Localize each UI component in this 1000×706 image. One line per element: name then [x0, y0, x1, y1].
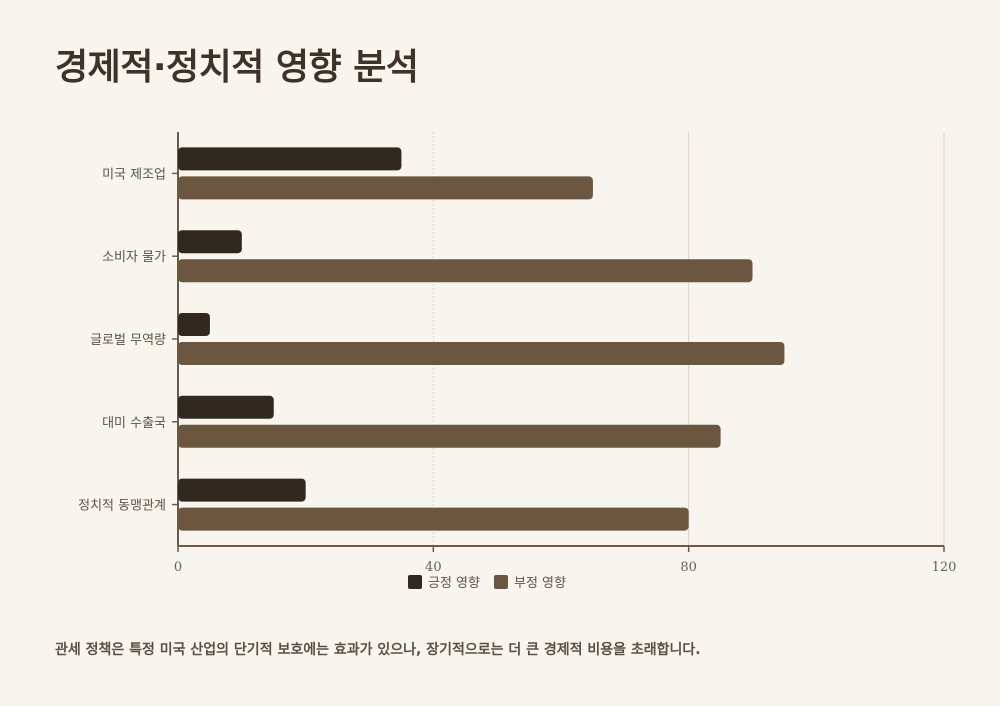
bar-negative-2 [178, 342, 785, 365]
x-tick-label-40: 40 [425, 560, 442, 575]
bar-positive-4 [178, 478, 306, 502]
bar-negative-0 [178, 176, 593, 200]
legend-swatch-positive [408, 574, 422, 589]
legend-item-positive: 긍정 영향 [408, 572, 480, 591]
x-tick-label-120: 120 [932, 560, 957, 575]
bar-positive-2 [178, 313, 210, 336]
x-tick-label-80: 80 [680, 560, 697, 575]
bar-positive-0 [178, 147, 402, 171]
y-tick-label-4: 정치적 동맹관계 [78, 499, 166, 514]
chart-caption: 관세 정책은 특정 미국 산업의 단기적 보호에는 효과가 있으나, 장기적으로… [55, 642, 701, 658]
legend-label-negative: 부정 영향 [513, 576, 566, 591]
bar-negative-1 [178, 259, 753, 283]
y-tick-label-3: 대미 수출국 [102, 416, 166, 431]
legend-item-negative: 부정 영향 [493, 572, 566, 591]
bar-positive-1 [178, 230, 242, 254]
bar-positive-3 [178, 395, 274, 419]
legend-swatch-negative [493, 574, 508, 589]
chart-legend: 긍정 영향 부정 영향 [408, 572, 566, 591]
bar-negative-3 [178, 424, 721, 448]
legend-label-positive: 긍정 영향 [428, 576, 480, 591]
y-tick-label-0: 미국 제조업 [102, 167, 166, 182]
chart-title: 경제적·정치적 영향 분석 [55, 47, 419, 88]
x-tick-label-0: 0 [174, 560, 182, 575]
bar-negative-4 [178, 507, 689, 531]
y-tick-label-1: 소비자 물가 [102, 250, 166, 265]
y-tick-label-2: 글로벌 무역량 [90, 333, 166, 348]
